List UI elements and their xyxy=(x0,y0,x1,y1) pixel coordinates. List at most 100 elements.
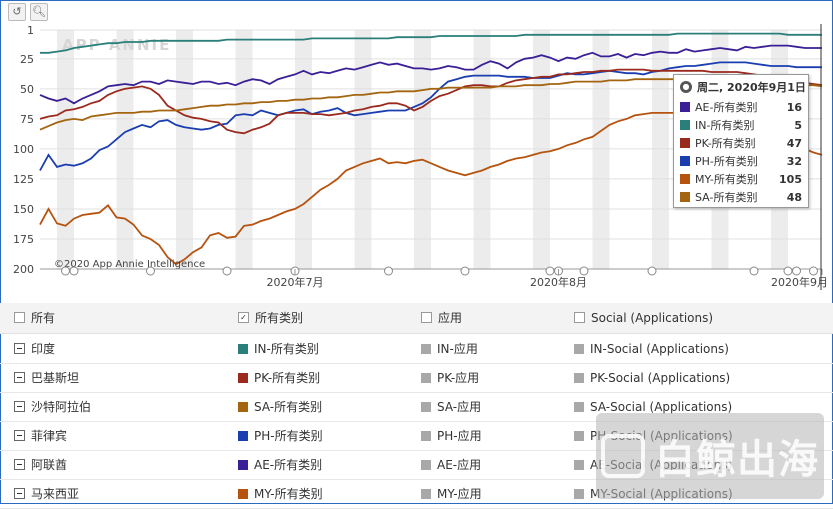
country-cell[interactable]: 菲律宾 xyxy=(14,421,67,450)
x-tick-label: 2020年9月 xyxy=(771,275,828,289)
series-label: AE-应用 xyxy=(437,458,482,472)
checkbox-apps[interactable] xyxy=(421,312,432,323)
weekend-band xyxy=(176,30,193,269)
series-swatch xyxy=(574,430,584,441)
country-label: 阿联酋 xyxy=(31,458,68,472)
collapse-icon[interactable] xyxy=(14,430,25,441)
series-toggle-app[interactable]: PH-应用 xyxy=(421,421,482,450)
series-toggle-app[interactable]: MY-应用 xyxy=(421,479,482,508)
tooltip-row: MY-所有类别 105 xyxy=(680,171,802,187)
series-swatch xyxy=(238,343,248,354)
table-row: 印度 IN-所有类别 IN-应用 IN-Social (Applications) xyxy=(0,334,833,364)
country-cell[interactable]: 马来西亚 xyxy=(14,479,79,508)
country-label: 马来西亚 xyxy=(31,487,80,501)
undo-icon[interactable]: ↺ xyxy=(8,3,26,21)
y-tick-label: 175 xyxy=(13,233,34,246)
series-swatch xyxy=(238,430,248,441)
series-toggle-social[interactable]: PK-Social (Applications) xyxy=(574,363,730,392)
series-swatch xyxy=(421,372,431,383)
tooltip-series-label: IN-所有类别 xyxy=(695,119,755,132)
country-cell[interactable]: 印度 xyxy=(14,334,55,363)
legend-swatch xyxy=(680,174,690,184)
collapse-icon[interactable] xyxy=(14,401,25,412)
series-swatch xyxy=(238,459,248,470)
series-swatch xyxy=(574,488,584,499)
weekend-band xyxy=(414,30,431,269)
series-toggle-app[interactable]: AE-应用 xyxy=(421,450,481,479)
legend-swatch xyxy=(680,102,690,112)
country-cell[interactable]: 巴基斯坦 xyxy=(14,363,79,392)
y-tick-label: 25 xyxy=(20,53,34,66)
event-marker xyxy=(61,266,70,276)
series-swatch xyxy=(421,343,431,354)
weekend-band xyxy=(295,30,312,269)
y-tick-label: 150 xyxy=(13,203,34,216)
series-swatch xyxy=(238,401,248,412)
table-row: 巴基斯坦 PK-所有类别 PK-应用 PK-Social (Applications) xyxy=(0,363,833,393)
country-label: 菲律宾 xyxy=(31,429,68,443)
series-label: IN-Social (Applications) xyxy=(590,341,729,356)
series-toggle-all[interactable]: PK-所有类别 xyxy=(238,363,320,392)
series-label: PK-应用 xyxy=(437,371,480,385)
header-all[interactable]: 所有 xyxy=(14,303,55,332)
series-toggle-app[interactable]: PK-应用 xyxy=(421,363,479,392)
y-tick-label: 100 xyxy=(13,143,34,156)
header-all-categories[interactable]: ✓ 所有类别 xyxy=(238,303,303,332)
tooltip-row: AE-所有类别 16 xyxy=(680,99,802,115)
event-marker xyxy=(579,266,589,276)
header-social[interactable]: Social (Applications) xyxy=(574,303,713,332)
series-swatch xyxy=(238,488,248,499)
zoom-icon[interactable]: 🔍︎ xyxy=(30,3,48,21)
header-apps[interactable]: 应用 xyxy=(421,303,462,332)
tooltip-series-label: PH-所有类别 xyxy=(695,155,758,168)
event-marker xyxy=(783,266,793,276)
series-label: PH-应用 xyxy=(437,429,482,443)
country-cell[interactable]: 阿联酋 xyxy=(14,450,67,479)
collapse-icon[interactable] xyxy=(14,488,25,499)
series-toggle-app[interactable]: IN-应用 xyxy=(421,334,478,363)
country-cell[interactable]: 沙特阿拉伯 xyxy=(14,392,91,421)
series-toggle-social[interactable]: SA-Social (Applications) xyxy=(574,392,732,421)
series-label: PH-所有类别 xyxy=(254,429,323,443)
tooltip-series-label: PK-所有类别 xyxy=(695,137,756,150)
checkbox-all[interactable] xyxy=(14,312,25,323)
legend-swatch xyxy=(680,120,690,130)
series-toggle-all[interactable]: IN-所有类别 xyxy=(238,334,319,363)
legend-swatch xyxy=(680,192,690,202)
series-toggle-all[interactable]: AE-所有类别 xyxy=(238,450,322,479)
tooltip-series-value: 105 xyxy=(779,172,802,186)
weekend-band xyxy=(592,30,610,269)
series-swatch xyxy=(421,401,431,412)
series-swatch xyxy=(421,430,431,441)
series-label: PK-所有类别 xyxy=(254,371,321,385)
series-swatch xyxy=(421,488,431,499)
series-toggle-all[interactable]: MY-所有类别 xyxy=(238,479,323,508)
collapse-icon[interactable] xyxy=(14,343,25,354)
event-marker xyxy=(222,266,232,276)
series-label: MY-所有类别 xyxy=(254,487,323,501)
chart-tooltip: ● 周二, 2020年9月1日 AE-所有类别 16 IN-所有类别 5 PK-所有类别… xyxy=(673,74,809,208)
series-line-AE-所有类别 xyxy=(39,44,822,105)
event-marker xyxy=(460,266,470,276)
collapse-icon[interactable] xyxy=(14,372,25,383)
globe-icon: ● xyxy=(680,81,692,93)
event-marker xyxy=(146,266,155,276)
watermark-logo-icon xyxy=(601,434,645,478)
event-marker xyxy=(384,266,393,276)
tooltip-series-label: MY-所有类别 xyxy=(695,173,758,186)
collapse-icon[interactable] xyxy=(14,459,25,470)
weekend-band xyxy=(533,30,550,269)
event-marker xyxy=(809,266,818,276)
series-toggle-all[interactable]: PH-所有类别 xyxy=(238,421,323,450)
series-toggle-social[interactable]: IN-Social (Applications) xyxy=(574,334,729,363)
series-toggle-all[interactable]: SA-所有类别 xyxy=(238,392,322,421)
weekend-band xyxy=(57,30,74,269)
series-label: AE-所有类别 xyxy=(254,458,323,472)
series-label: SA-应用 xyxy=(437,400,482,414)
event-marker xyxy=(545,266,555,276)
series-toggle-app[interactable]: SA-应用 xyxy=(421,392,481,421)
checkbox-social[interactable] xyxy=(574,312,585,323)
checkbox-all-categories[interactable]: ✓ xyxy=(238,312,249,323)
tooltip-title: 周二, 2020年9月1日 xyxy=(697,81,806,94)
watermark: 白鲸出海 xyxy=(596,413,824,499)
